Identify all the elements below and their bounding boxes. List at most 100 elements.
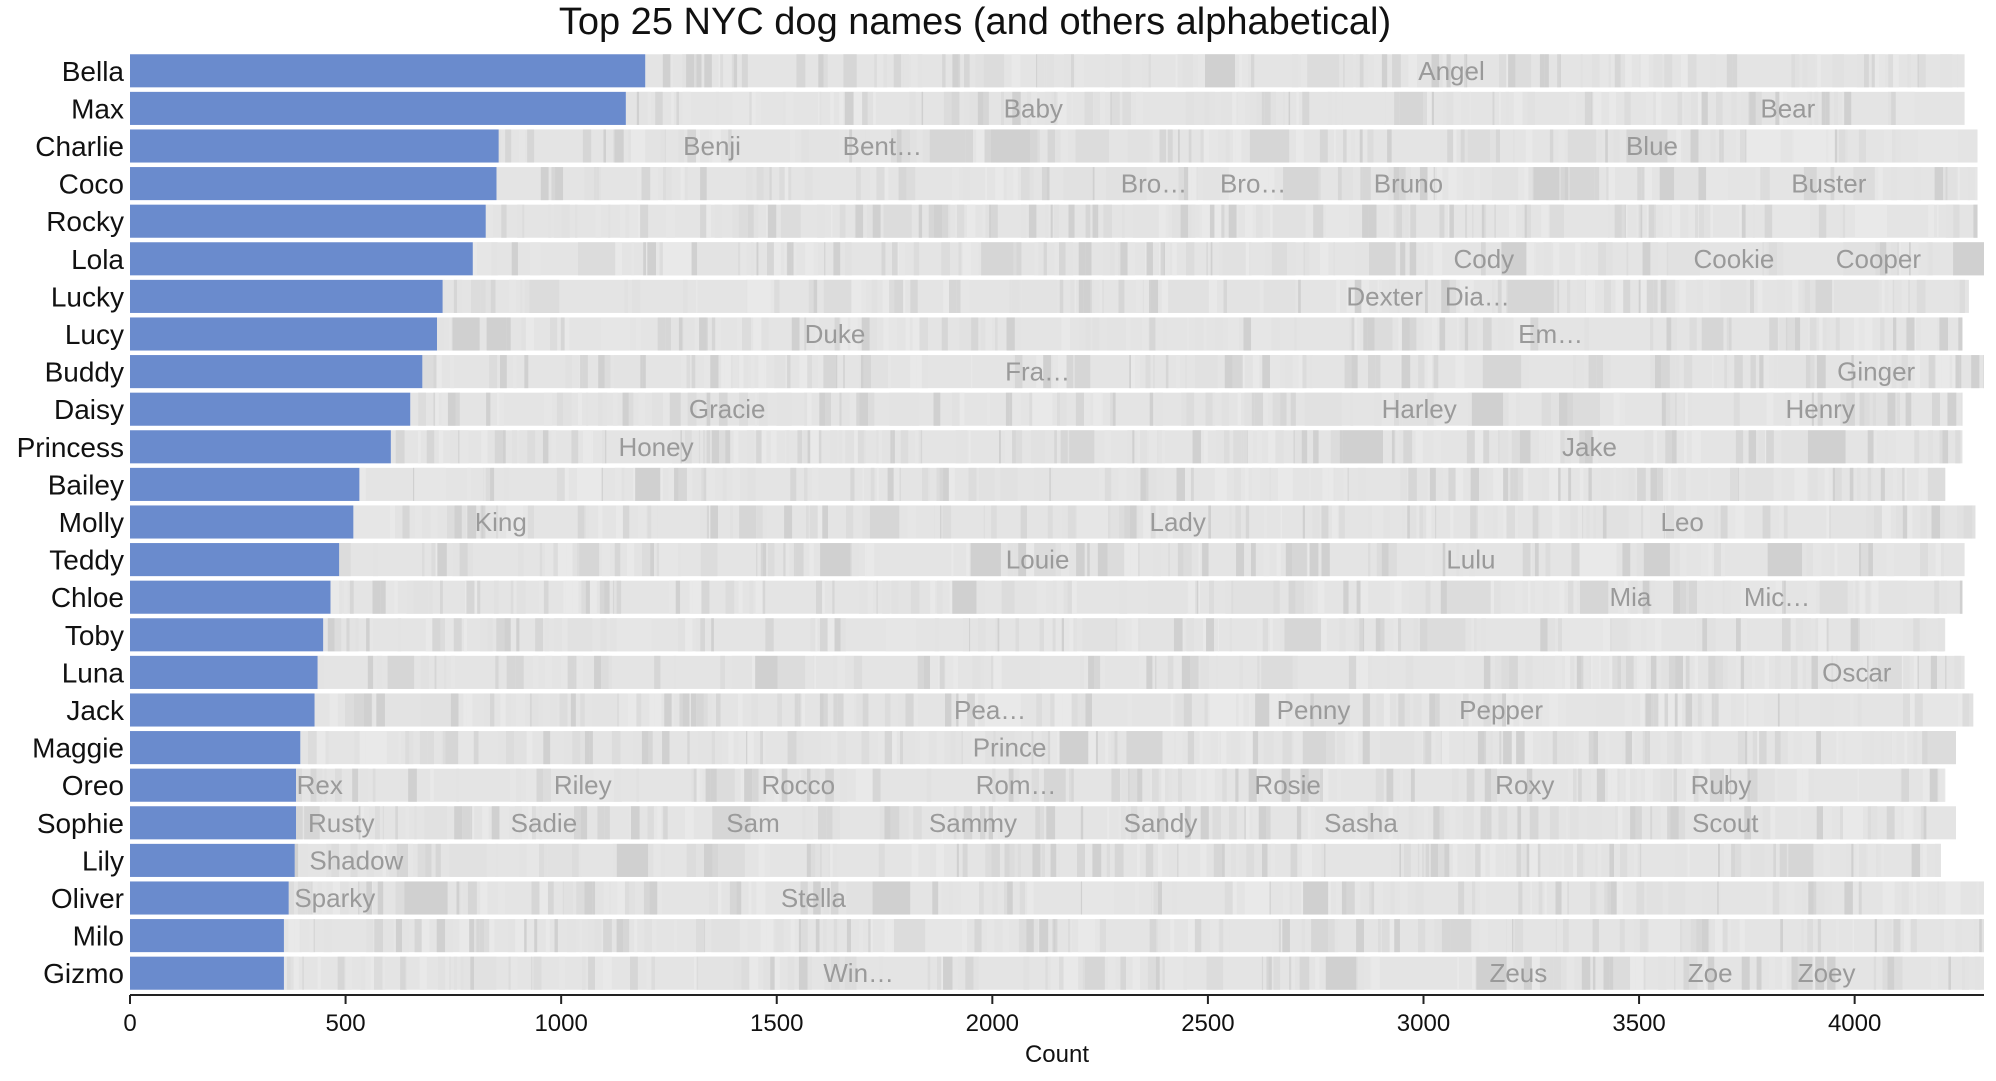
other-name-label: Duke: [805, 319, 866, 349]
other-names-texture: [359, 467, 1946, 501]
x-tick-label: 1000: [534, 1010, 587, 1037]
other-name-label: Sadie: [511, 808, 578, 838]
other-names-texture: [295, 768, 1946, 802]
category-label: Rocky: [46, 206, 124, 237]
category-label: Gizmo: [43, 958, 124, 989]
category-label: Charlie: [35, 131, 124, 162]
other-names-texture: [540, 167, 1978, 201]
other-name-label: Mic…: [1744, 582, 1810, 612]
bar-max: [130, 91, 626, 125]
category-label: Bella: [62, 56, 125, 87]
other-name-label: Harley: [1382, 394, 1457, 424]
chart-title: Top 25 NYC dog names (and others alphabe…: [559, 1, 1391, 43]
bar-teddy: [130, 543, 340, 577]
other-name-label: Pepper: [1459, 695, 1543, 725]
other-name-label: Sandy: [1124, 808, 1198, 838]
category-label: Max: [71, 93, 124, 124]
other-name-label: Dexter: [1346, 281, 1423, 311]
bar-buddy: [130, 355, 423, 389]
category-label: Coco: [59, 169, 124, 200]
other-name-label: Sam: [726, 808, 779, 838]
other-name-label: Bent…: [843, 131, 923, 161]
other-name-label: Shadow: [309, 845, 403, 875]
bar-luna: [130, 655, 318, 689]
other-name-label: Win…: [823, 958, 894, 988]
other-names-texture: [307, 731, 1956, 765]
other-names-texture: [295, 806, 1927, 840]
x-tick-label: 3000: [1397, 1010, 1450, 1037]
other-names-segment: [339, 543, 1965, 577]
other-name-label: King: [475, 507, 527, 537]
bar-jack: [130, 693, 315, 727]
category-label: Lily: [82, 845, 124, 876]
other-names-texture: [283, 956, 1981, 990]
bar-chloe: [130, 580, 331, 614]
other-names-texture: [422, 355, 1984, 389]
other-name-label: Zoey: [1798, 958, 1856, 988]
other-names-texture: [317, 655, 1962, 689]
bar-milo: [130, 919, 284, 953]
bar-lola: [130, 242, 473, 276]
other-name-label: Bro…: [1220, 169, 1286, 199]
category-label: Chloe: [51, 582, 124, 613]
x-tick-label: 0: [123, 1010, 136, 1037]
other-name-label: Sparky: [294, 883, 375, 913]
other-name-label: Stella: [781, 883, 847, 913]
plot-area: Bella Angel Max Baby Bear Charlie Benji Bent… Bl…: [17, 54, 1985, 990]
bar-maggie: [130, 731, 301, 765]
category-label: Teddy: [49, 545, 124, 576]
other-name-label: Roxy: [1495, 770, 1554, 800]
other-name-label: Dia…: [1445, 281, 1510, 311]
other-names-texture: [498, 129, 1958, 163]
x-tick-label: 2500: [1181, 1010, 1234, 1037]
other-name-label: Rom…: [976, 770, 1057, 800]
other-name-label: Honey: [618, 432, 693, 462]
bar-molly: [130, 505, 354, 539]
other-name-label: Bro…: [1121, 169, 1187, 199]
category-label: Bailey: [48, 469, 124, 500]
bar-oliver: [130, 881, 289, 915]
other-name-label: Louie: [1006, 545, 1070, 575]
other-name-label: Rusty: [308, 808, 374, 838]
category-label: Buddy: [45, 357, 124, 388]
category-label: Molly: [59, 507, 124, 538]
category-label: Oliver: [51, 883, 124, 914]
other-name-label: Fra…: [1005, 357, 1070, 387]
other-name-label: Baby: [1004, 93, 1063, 123]
other-names-texture: [288, 919, 1984, 953]
other-names-texture: [395, 430, 1961, 464]
other-name-label: Em…: [1518, 319, 1583, 349]
bar-sophie: [130, 806, 296, 840]
bar-lucy: [130, 317, 437, 351]
x-tick-label: 500: [326, 1010, 366, 1037]
category-label: Jack: [66, 695, 125, 726]
other-name-label: Zoe: [1688, 958, 1733, 988]
bar-rocky: [130, 204, 486, 238]
category-label: Princess: [17, 432, 124, 463]
other-name-label: Rex: [297, 770, 343, 800]
x-tick-label: 2000: [966, 1010, 1019, 1037]
other-names-texture: [418, 392, 1963, 426]
other-name-label: Cookie: [1693, 244, 1774, 274]
other-names-texture: [436, 317, 1963, 351]
other-name-label: Bruno: [1374, 169, 1443, 199]
category-label: Lucky: [51, 281, 124, 312]
other-names-texture: [485, 204, 1978, 238]
category-label: Luna: [62, 657, 125, 688]
other-names-texture: [472, 242, 1984, 276]
other-names-texture: [339, 543, 1944, 577]
other-name-label: Penny: [1277, 695, 1351, 725]
category-label: Daisy: [54, 394, 124, 425]
category-label: Oreo: [62, 770, 124, 801]
bar-bella: [130, 54, 646, 88]
other-name-label: Cooper: [1836, 244, 1922, 274]
x-axis: 0 500 1000 1500 2000 2500 3000 3500 4000: [123, 994, 1984, 1037]
bar-daisy: [130, 392, 411, 426]
bar-coco: [130, 167, 497, 201]
other-name-label: Leo: [1660, 507, 1703, 537]
bar-lily: [130, 843, 295, 877]
bar-princess: [130, 430, 391, 464]
other-name-label: Ginger: [1837, 357, 1915, 387]
